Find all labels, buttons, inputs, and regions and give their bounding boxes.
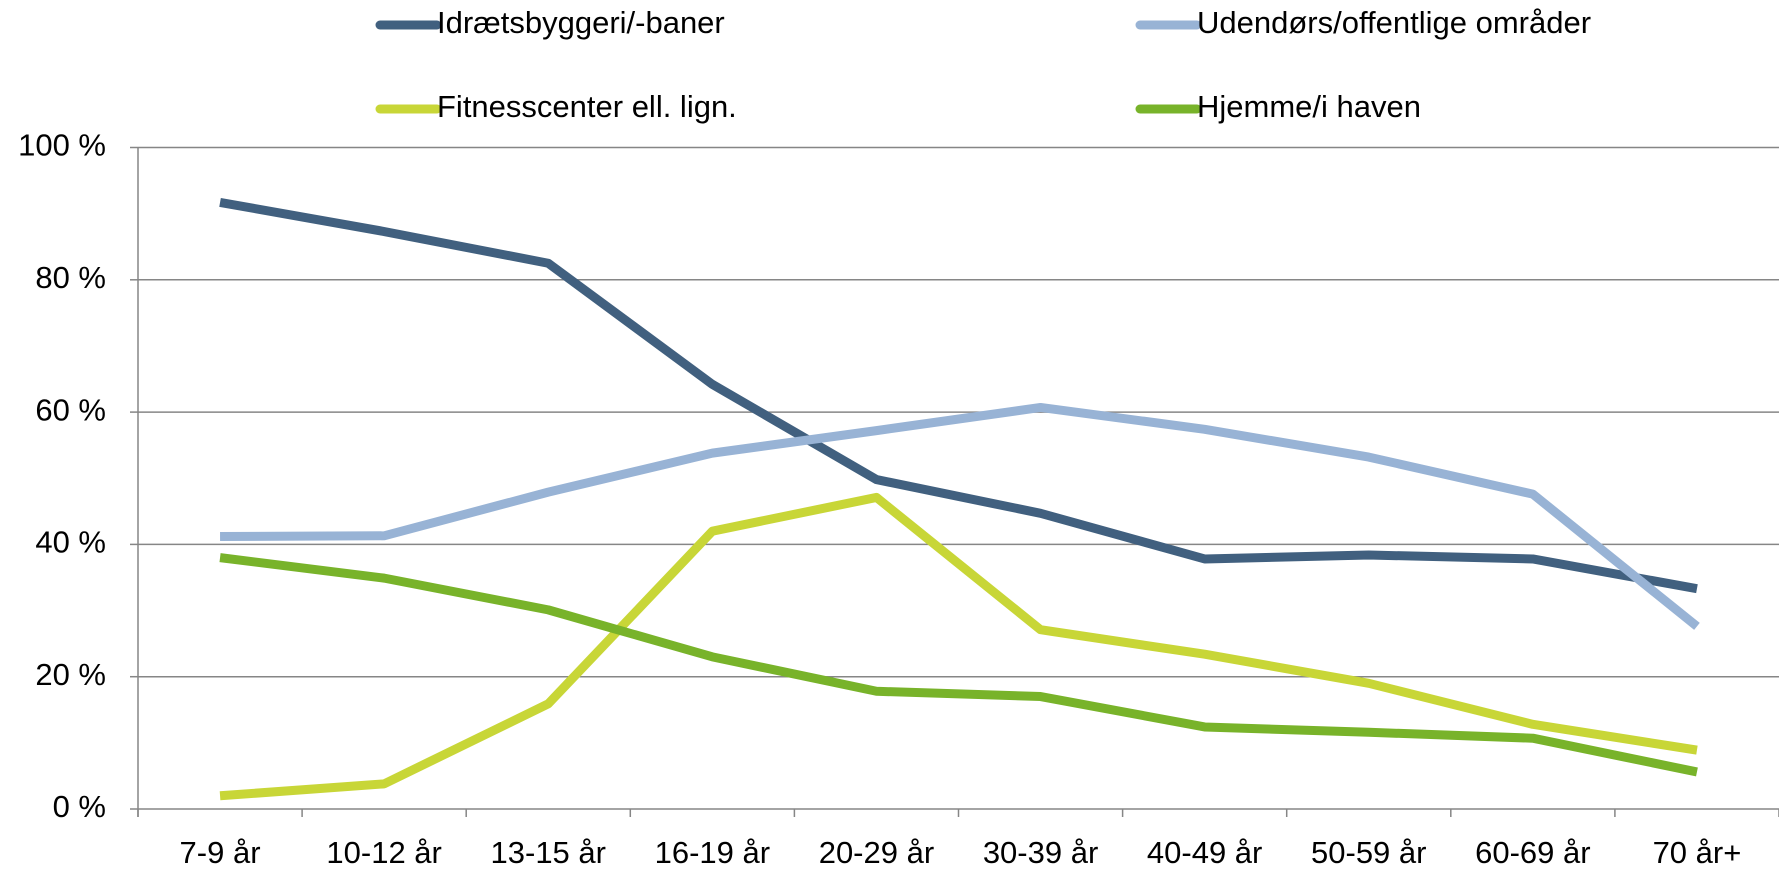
legend-label: Fitnesscenter ell. lign. <box>437 89 737 124</box>
x-tick-label: 50-59 år <box>1311 835 1426 870</box>
legend-label: Udendørs/offentlige områder <box>1197 5 1591 40</box>
x-tick-label: 10-12 år <box>326 835 441 870</box>
y-tick-label: 40 % <box>35 525 106 560</box>
legend-label: Hjemme/i haven <box>1197 89 1421 124</box>
y-tick-label: 0 % <box>53 789 106 824</box>
y-tick-label: 80 % <box>35 260 106 295</box>
x-tick-label: 30-39 år <box>983 835 1098 870</box>
x-tick-label: 60-69 år <box>1475 835 1590 870</box>
x-tick-label: 70 år+ <box>1653 835 1742 870</box>
legend-label: Idrætsbyggeri/-baner <box>437 5 725 40</box>
x-tick-label: 7-9 år <box>180 835 261 870</box>
series-line <box>219 492 1698 801</box>
x-tick-label: 13-15 år <box>491 835 606 870</box>
y-tick-label: 100 % <box>18 128 106 163</box>
series-line <box>220 402 1700 630</box>
series-line <box>219 197 1698 594</box>
x-tick-label: 40-49 år <box>1147 835 1262 870</box>
x-tick-label: 16-19 år <box>655 835 770 870</box>
y-tick-label: 60 % <box>35 392 106 427</box>
series-line <box>219 553 1698 777</box>
x-tick-label: 20-29 år <box>819 835 934 870</box>
y-tick-label: 20 % <box>35 657 106 692</box>
